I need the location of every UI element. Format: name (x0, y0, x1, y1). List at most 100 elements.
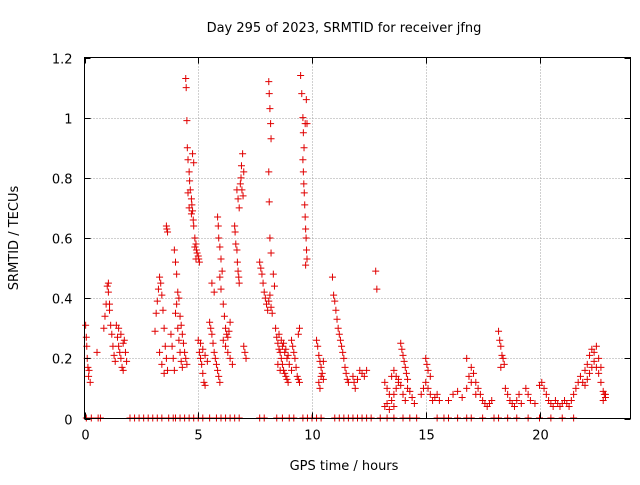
data-point-plus-marker (233, 246, 241, 254)
data-point-plus-marker (214, 222, 222, 230)
data-point-plus-marker (410, 399, 418, 407)
data-point-plus-marker (235, 273, 243, 281)
data-point-plus-marker (182, 75, 190, 83)
data-point-plus-marker (164, 366, 172, 374)
data-point-plus-marker (363, 366, 371, 374)
data-point-plus-marker (373, 285, 381, 293)
data-point-plus-marker (372, 267, 380, 275)
y-tick-label: 0.2 (52, 353, 73, 368)
data-point-plus-marker (110, 351, 118, 359)
data-point-plus-marker (285, 360, 293, 368)
data-point-plus-marker (115, 324, 123, 332)
data-point-plus-marker (282, 345, 290, 353)
data-point-plus-marker (383, 384, 391, 392)
data-point-plus-marker (303, 120, 311, 128)
data-point-plus-marker (200, 378, 208, 386)
data-point-plus-marker (435, 396, 443, 404)
data-point-plus-marker (85, 372, 93, 380)
data-point-plus-marker (302, 234, 310, 242)
data-point-plus-marker (283, 375, 291, 383)
data-point-plus-marker (342, 369, 350, 377)
data-point-plus-marker (291, 354, 299, 362)
data-point-plus-marker (338, 342, 346, 350)
data-point-plus-marker (426, 372, 434, 380)
data-point-plus-marker (153, 297, 161, 305)
data-point-plus-marker (106, 306, 114, 314)
data-point-plus-marker (265, 168, 273, 176)
data-point-plus-marker (538, 378, 546, 386)
data-point-plus-marker (167, 330, 175, 338)
data-point-plus-marker (161, 342, 169, 350)
data-point-plus-marker (173, 300, 181, 308)
data-point-plus-marker (195, 348, 203, 356)
data-point-plus-marker (158, 291, 166, 299)
data-point-plus-marker (163, 225, 171, 233)
data-point-plus-marker (111, 357, 119, 365)
data-point-plus-marker (397, 339, 405, 347)
data-point-plus-marker (330, 291, 338, 299)
data-point-plus-marker (197, 354, 205, 362)
data-point-plus-marker (315, 351, 323, 359)
data-point-plus-marker (299, 114, 307, 122)
data-point-plus-marker (470, 369, 478, 377)
data-point-plus-marker (104, 279, 112, 287)
data-point-plus-marker (267, 303, 275, 311)
data-point-plus-marker (93, 348, 101, 356)
data-point-plus-marker (504, 390, 512, 398)
data-point-plus-marker (192, 240, 200, 248)
data-point-plus-marker (214, 213, 222, 221)
data-point-plus-marker (191, 243, 199, 251)
data-point-plus-marker (295, 324, 303, 332)
data-point-plus-marker (84, 363, 92, 371)
data-point-plus-marker (216, 273, 224, 281)
data-point-plus-marker (341, 363, 349, 371)
data-point-plus-marker (233, 258, 241, 266)
data-point-plus-marker (239, 192, 247, 200)
data-point-plus-marker (184, 156, 192, 164)
data-point-plus-marker (474, 384, 482, 392)
data-point-plus-marker (301, 201, 309, 209)
data-point-plus-marker (86, 378, 94, 386)
data-point-plus-marker (601, 393, 609, 401)
data-point-plus-marker (463, 384, 471, 392)
data-point-plus-marker (294, 330, 302, 338)
data-point-plus-marker (199, 345, 207, 353)
data-point-plus-marker (467, 378, 475, 386)
data-point-plus-marker (343, 375, 351, 383)
data-point-plus-marker (313, 336, 321, 344)
data-point-plus-marker (264, 306, 272, 314)
x-tick-label: 0 (81, 429, 89, 444)
data-point-plus-marker (572, 384, 580, 392)
data-point-plus-marker (280, 339, 288, 347)
data-point-plus-marker (581, 366, 589, 374)
data-point-plus-marker (174, 324, 182, 332)
data-point-plus-marker (215, 234, 223, 242)
data-point-plus-marker (406, 387, 414, 395)
data-point-plus-marker (317, 372, 325, 380)
data-point-plus-marker (597, 363, 605, 371)
data-point-plus-marker (261, 294, 269, 302)
data-point-plus-marker (300, 144, 308, 152)
data-point-plus-marker (113, 333, 121, 341)
data-point-plus-marker (123, 357, 131, 365)
data-point-plus-marker (178, 330, 186, 338)
data-point-plus-marker (496, 336, 504, 344)
data-point-plus-marker (270, 282, 278, 290)
data-point-plus-marker (531, 399, 539, 407)
data-point-plus-marker (501, 384, 509, 392)
data-point-plus-marker (394, 378, 402, 386)
data-point-plus-marker (510, 402, 518, 410)
data-point-plus-marker (186, 177, 194, 185)
data-point-plus-marker (565, 402, 573, 410)
data-point-plus-marker (118, 363, 126, 371)
data-point-plus-marker (515, 390, 523, 398)
data-point-plus-marker (334, 324, 342, 332)
data-point-plus-marker (298, 90, 306, 98)
data-point-plus-marker (540, 384, 548, 392)
data-point-plus-marker (299, 129, 307, 137)
data-point-plus-marker (272, 324, 280, 332)
data-point-plus-marker (590, 357, 598, 365)
data-point-plus-marker (238, 186, 246, 194)
data-point-plus-marker (100, 324, 108, 332)
data-point-plus-marker (281, 348, 289, 356)
